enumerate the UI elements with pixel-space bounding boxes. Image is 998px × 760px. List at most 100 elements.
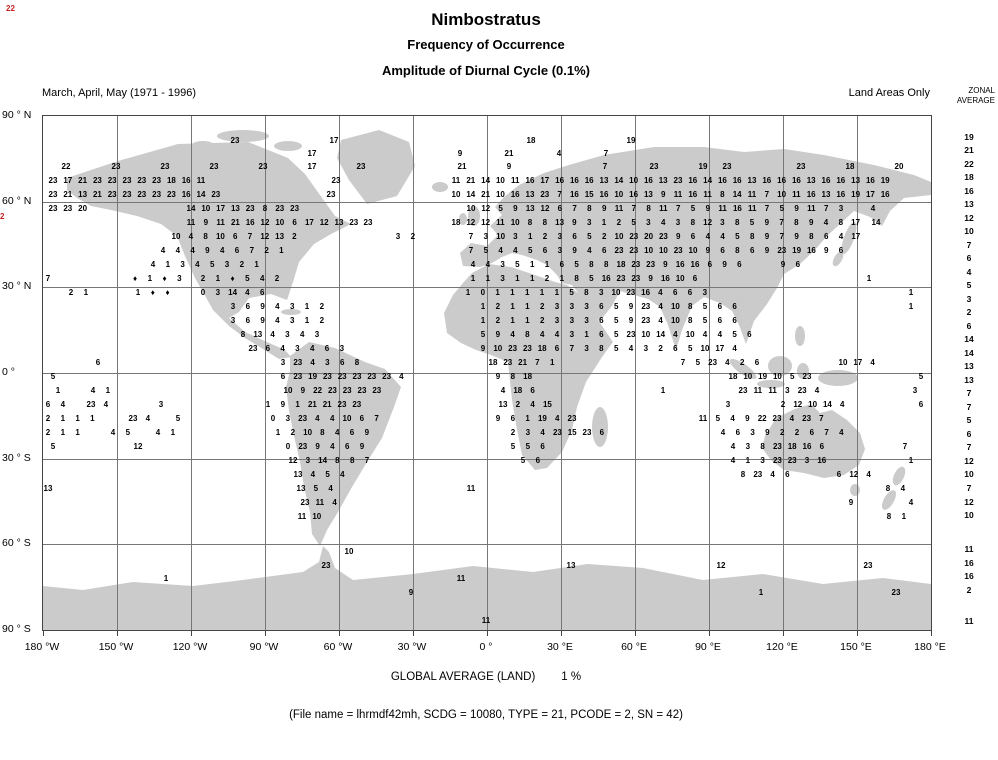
grid-value: 4	[150, 259, 156, 269]
grid-value: 10	[838, 357, 848, 367]
grid-value: 1	[55, 385, 61, 395]
grid-value: 23	[326, 189, 336, 199]
grid-value: 9	[794, 231, 799, 241]
grid-value: 4	[702, 329, 708, 339]
grid-value: 6	[540, 441, 545, 451]
grid-value: 10	[629, 175, 639, 185]
grid-value: 5	[749, 217, 755, 227]
grid-value: 6	[554, 343, 560, 353]
grid-value: 14	[481, 175, 491, 185]
grid-value: ♦	[162, 273, 167, 283]
grid-value: 1	[515, 273, 520, 283]
grid-value: 11	[481, 615, 491, 625]
grid-value: 9	[572, 217, 577, 227]
grid-value: 4	[717, 329, 723, 339]
grid-value: 23	[649, 161, 659, 171]
grid-value: 1	[758, 587, 764, 597]
grid-value: 5	[587, 231, 592, 241]
grid-value: 12	[466, 217, 476, 227]
grid-value: 16	[791, 175, 801, 185]
grid-value: 9	[764, 217, 770, 227]
grid-value: 23	[626, 287, 636, 297]
grid-value: 6	[265, 343, 271, 353]
grid-value: 15	[542, 399, 552, 409]
latitude-label: 90 ° S	[2, 623, 31, 635]
zonal-average-value: 11	[964, 544, 974, 554]
grid-value: 9	[808, 217, 814, 227]
grid-value: 6	[838, 245, 844, 255]
grid-value: 14	[703, 175, 713, 185]
grid-line-horizontal	[43, 373, 931, 374]
grid-value: 18	[488, 357, 498, 367]
grid-value: 10	[495, 175, 505, 185]
grid-value: 11	[768, 385, 777, 395]
grid-value: 5	[125, 427, 131, 437]
grid-value: 4	[705, 231, 711, 241]
grid-value: 9	[675, 231, 681, 241]
grid-value: 2	[544, 273, 550, 283]
grid-value: 1	[510, 301, 515, 311]
grid-value: 1	[480, 315, 486, 325]
grid-value: 14	[732, 189, 742, 199]
grid-value: 13	[643, 189, 653, 199]
grid-value: 23	[275, 203, 285, 213]
grid-value: 8	[542, 217, 548, 227]
grid-value: 23	[160, 161, 170, 171]
grid-value: 4	[195, 259, 200, 269]
grid-value: 5	[525, 441, 531, 451]
grid-value: 7	[247, 231, 253, 241]
grid-value: 3	[280, 357, 286, 367]
grid-value: ♦	[165, 287, 170, 297]
grid-value: 10	[772, 371, 782, 381]
grid-value: 21	[457, 161, 467, 171]
grid-value: 3	[339, 343, 345, 353]
cuba-island	[281, 309, 301, 315]
grid-value: 1	[524, 287, 530, 297]
grid-value: 6	[732, 301, 737, 311]
grid-value: 2	[658, 343, 663, 353]
grid-value: 16	[569, 175, 579, 185]
grid-value: 3	[569, 315, 575, 325]
grid-value: 12	[793, 399, 803, 409]
grid-value: 23	[673, 175, 683, 185]
grid-value: 6	[344, 441, 350, 451]
longitude-tick	[931, 631, 932, 636]
grid-value: 10	[510, 217, 520, 227]
grid-value: 12	[319, 217, 329, 227]
grid-value: 4	[90, 385, 96, 395]
grid-value: 4	[110, 427, 116, 437]
longitude-tick	[487, 631, 488, 636]
grid-value: 6	[234, 245, 240, 255]
grid-value: 23	[738, 385, 748, 395]
grid-value: 11	[753, 385, 763, 395]
grid-value: 2	[274, 273, 280, 283]
grid-value: ♦	[132, 273, 138, 283]
grid-value: 9	[572, 245, 577, 255]
longitude-tick	[191, 631, 192, 636]
grid-value: 16	[836, 189, 846, 199]
grid-value: 1	[549, 357, 555, 367]
grid-value: 23	[552, 427, 562, 437]
grid-value: 7	[468, 231, 474, 241]
grid-value: 2	[542, 231, 548, 241]
britain-island	[468, 206, 480, 226]
grid-value: 5	[209, 259, 215, 269]
grid-value: 4	[839, 399, 845, 409]
grid-value: 14	[318, 455, 328, 465]
grid-value: 9	[203, 217, 209, 227]
zonal-average-value: 12	[964, 213, 974, 223]
zonal-average-value: 10	[964, 469, 974, 479]
grid-value: 1	[295, 399, 300, 409]
longitude-tick	[857, 631, 858, 636]
grid-value: 16	[245, 217, 255, 227]
grid-value: 11	[451, 175, 461, 185]
grid-value: 10	[808, 399, 818, 409]
grid-value: 4	[310, 357, 315, 367]
grid-value: 9	[705, 245, 711, 255]
grid-value: 19	[880, 175, 890, 185]
grid-value: 2	[264, 245, 269, 255]
longitude-tick	[635, 631, 636, 636]
grid-value: 4	[334, 427, 340, 437]
grid-value: 1	[485, 273, 491, 283]
grid-value: 1	[495, 287, 500, 297]
